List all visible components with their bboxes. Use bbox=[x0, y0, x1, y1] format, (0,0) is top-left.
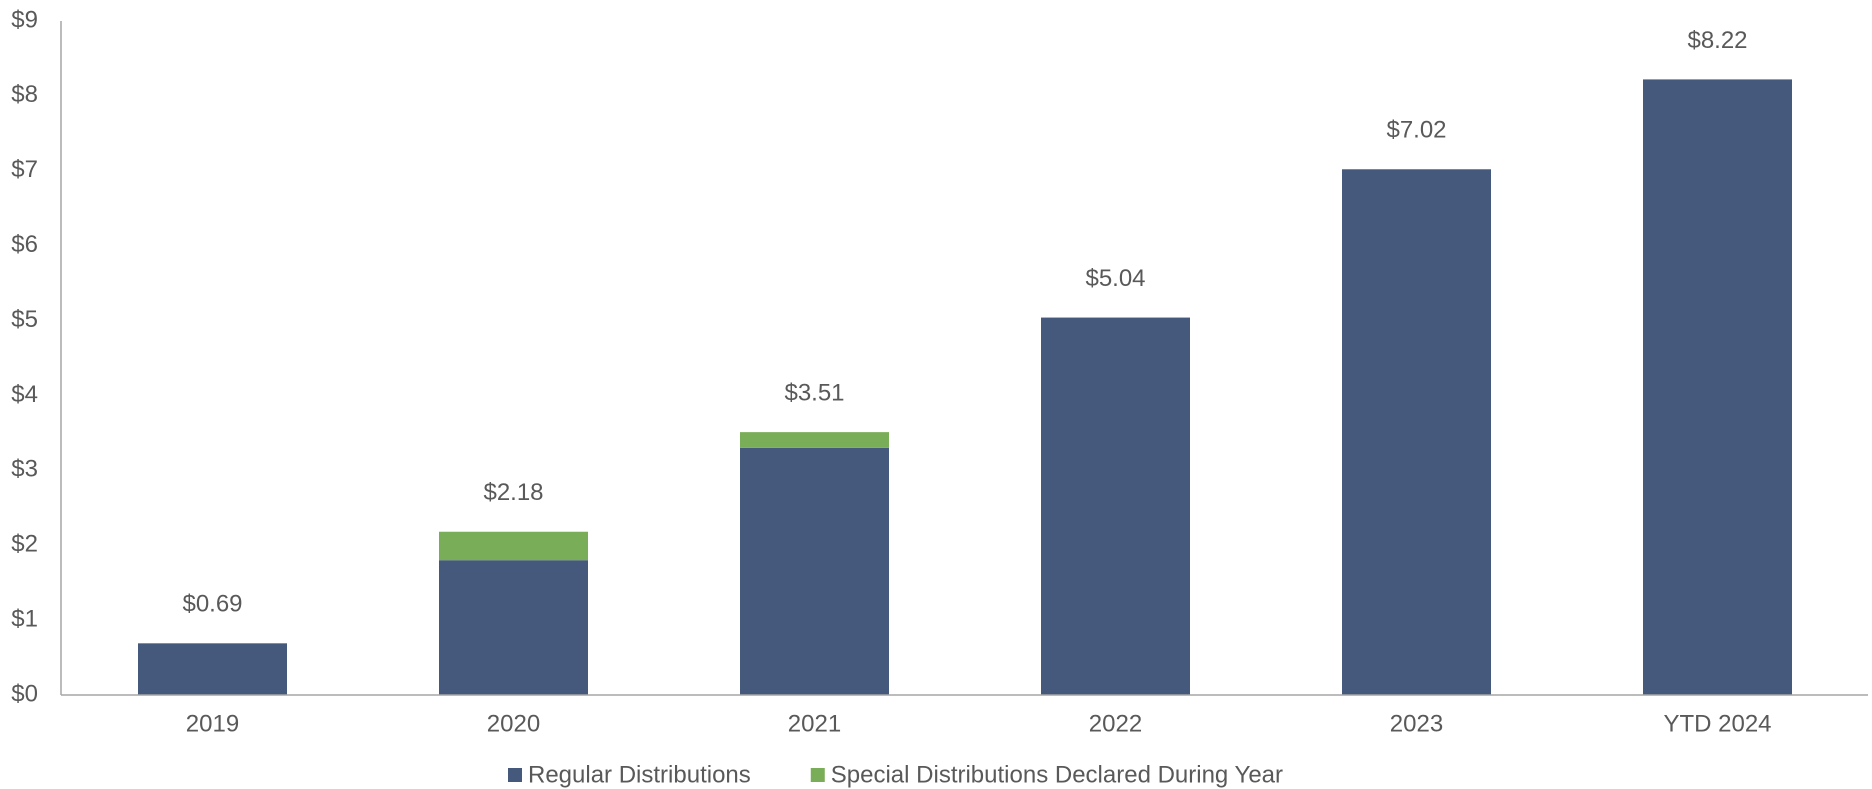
legend-swatch bbox=[810, 768, 825, 782]
total-label: $8.22 bbox=[1687, 27, 1747, 54]
y-tick-label: $8 bbox=[11, 81, 38, 108]
bar-segment bbox=[1643, 79, 1792, 695]
y-tick-label: $2 bbox=[11, 531, 38, 558]
bar-segment bbox=[740, 447, 889, 695]
total-label: $0.69 bbox=[182, 591, 242, 618]
x-tick-label: 2022 bbox=[1089, 710, 1142, 737]
bar-segment bbox=[439, 531, 588, 561]
x-tick-label: 2023 bbox=[1390, 710, 1443, 737]
legend-swatch bbox=[508, 768, 522, 782]
x-tick-label: 2020 bbox=[487, 710, 540, 737]
y-tick-label: $5 bbox=[11, 306, 38, 333]
x-tick-label: 2021 bbox=[788, 710, 841, 737]
total-label: $2.18 bbox=[483, 479, 543, 506]
x-tick-label: 2019 bbox=[186, 710, 239, 737]
x-tick-label: YTD 2024 bbox=[1663, 710, 1771, 737]
bar-segment bbox=[740, 432, 889, 448]
total-label: $3.51 bbox=[784, 379, 844, 406]
bar-segment bbox=[439, 560, 588, 695]
legend-label: Regular Distributions bbox=[528, 761, 751, 788]
legend-label: Special Distributions Declared During Ye… bbox=[831, 761, 1283, 788]
bar-segment bbox=[138, 643, 287, 695]
bar-segment bbox=[1342, 169, 1491, 695]
bar-segment bbox=[1041, 317, 1190, 695]
y-tick-label: $7 bbox=[11, 156, 38, 183]
y-tick-label: $3 bbox=[11, 456, 38, 483]
y-tick-label: $0 bbox=[11, 680, 38, 707]
total-label: $5.04 bbox=[1085, 265, 1145, 292]
y-tick-label: $1 bbox=[11, 605, 38, 632]
total-label: $7.02 bbox=[1386, 117, 1446, 144]
y-tick-label: $4 bbox=[11, 381, 38, 408]
y-tick-label: $9 bbox=[11, 6, 38, 33]
y-tick-label: $6 bbox=[11, 231, 38, 258]
